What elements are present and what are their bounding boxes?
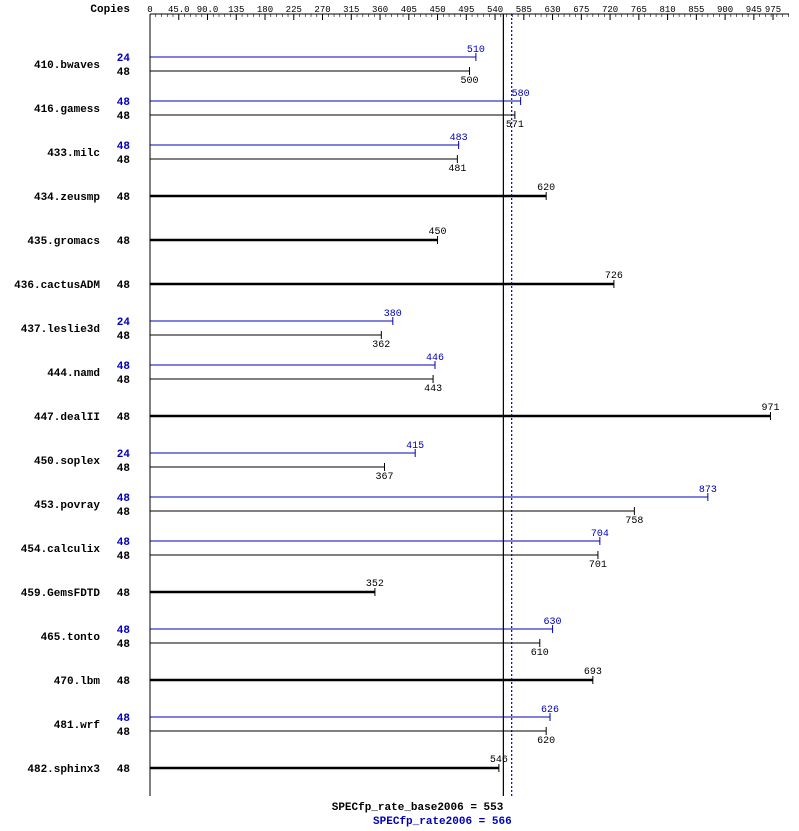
peak-copies: 48 [117, 361, 131, 373]
base-copies: 48 [117, 463, 131, 475]
benchmark-name: 435.gromacs [27, 236, 100, 248]
copies-header: Copies [90, 4, 130, 16]
peak-copies: 48 [117, 713, 131, 725]
base-copies: 48 [117, 280, 131, 292]
peak-copies: 48 [117, 493, 131, 505]
axis-tick-label: 450 [429, 5, 445, 15]
base-copies: 48 [117, 551, 131, 563]
base-copies: 48 [117, 375, 131, 387]
base-copies: 48 [117, 331, 131, 343]
peak-value-label: 483 [450, 133, 468, 144]
benchmark-name: 437.leslie3d [21, 324, 100, 336]
base-value-label: 758 [625, 516, 643, 527]
axis-tick-label: 315 [343, 5, 359, 15]
axis-tick-label: 945 [746, 5, 762, 15]
axis-tick-label: 360 [372, 5, 388, 15]
base-value-label: 352 [366, 579, 384, 590]
benchmark-name: 433.milc [47, 148, 100, 160]
base-value-label: 620 [537, 736, 555, 747]
benchmark-name: 454.calculix [21, 544, 101, 556]
peak-value-label: 580 [512, 89, 530, 100]
peak-value-label: 446 [426, 353, 444, 364]
base-copies: 48 [117, 412, 131, 424]
peak-value-label: 380 [384, 309, 402, 320]
benchmark-name: 436.cactusADM [14, 280, 100, 292]
benchmark-name: 459.GemsFDTD [21, 588, 101, 600]
axis-tick-label: 270 [314, 5, 330, 15]
benchmark-name: 470.lbm [54, 676, 101, 688]
benchmark-name: 447.dealII [34, 412, 100, 424]
base-copies: 48 [117, 727, 131, 739]
axis-tick-label: 405 [401, 5, 417, 15]
peak-copies: 24 [117, 53, 131, 65]
axis-tick-label: 0 [147, 5, 152, 15]
base-value-label: 971 [761, 403, 779, 414]
axis-tick-label: 855 [688, 5, 704, 15]
axis-tick-label: 180 [257, 5, 273, 15]
benchmark-name: 444.namd [47, 368, 100, 380]
base-value-label: 620 [537, 183, 555, 194]
axis-tick-label: 45.0 [168, 5, 190, 15]
axis-tick-label: 495 [458, 5, 474, 15]
axis-tick-label: 630 [544, 5, 560, 15]
benchmark-name: 465.tonto [41, 632, 101, 644]
base-value-label: 610 [531, 648, 549, 659]
benchmark-name: 482.sphinx3 [27, 764, 100, 776]
base-value-label: 500 [460, 76, 478, 87]
peak-copies: 48 [117, 537, 131, 549]
benchmark-name: 481.wrf [54, 720, 101, 732]
base-copies: 48 [117, 764, 131, 776]
axis-tick-label: 810 [659, 5, 675, 15]
reference-label: SPECfp_rate2006 = 566 [373, 816, 512, 828]
axis-tick-label: 135 [228, 5, 244, 15]
benchmark-name: 450.soplex [34, 456, 100, 468]
base-value-label: 450 [429, 227, 447, 238]
spec-rate-chart: Copies 0 45.0 90.0 135 180 225 270 315 360 405 450 4… [0, 0, 799, 831]
base-value-label: 726 [605, 271, 623, 282]
benchmark-name: 416.gamess [34, 104, 100, 116]
peak-copies: 48 [117, 625, 131, 637]
base-copies: 48 [117, 67, 131, 79]
base-copies: 48 [117, 111, 131, 123]
axis-tick-label: 585 [516, 5, 532, 15]
peak-value-label: 510 [467, 45, 485, 56]
peak-value-label: 626 [541, 705, 559, 716]
axis-tick-label: 900 [717, 5, 733, 15]
base-value-label: 367 [376, 472, 394, 483]
base-copies: 48 [117, 155, 131, 167]
peak-copies: 24 [117, 449, 131, 461]
base-value-label: 481 [448, 164, 466, 175]
axis-tick-label: 720 [602, 5, 618, 15]
benchmark-name: 453.povray [34, 500, 100, 512]
benchmark-name: 434.zeusmp [34, 192, 100, 204]
base-copies: 48 [117, 507, 131, 519]
base-value-label: 693 [584, 667, 602, 678]
axis-tick-label: 675 [573, 5, 589, 15]
base-copies: 48 [117, 236, 131, 248]
peak-copies: 48 [117, 141, 131, 153]
axis-tick-label: 975 [765, 5, 781, 15]
benchmark-name: 410.bwaves [34, 60, 100, 72]
base-value-label: 443 [424, 384, 442, 395]
peak-value-label: 630 [544, 617, 562, 628]
base-copies: 48 [117, 639, 131, 651]
base-copies: 48 [117, 588, 131, 600]
peak-copies: 24 [117, 317, 131, 329]
axis-tick-label: 225 [286, 5, 302, 15]
base-copies: 48 [117, 676, 131, 688]
axis-tick-label: 765 [631, 5, 647, 15]
axis-tick-label: 90.0 [197, 5, 219, 15]
reference-label: SPECfp_rate_base2006 = 553 [332, 802, 504, 814]
axis-tick-label: 540 [487, 5, 503, 15]
base-value-label: 701 [589, 560, 607, 571]
peak-copies: 48 [117, 97, 131, 109]
peak-value-label: 873 [699, 485, 717, 496]
peak-value-label: 704 [591, 529, 609, 540]
peak-value-label: 415 [406, 441, 424, 452]
base-value-label: 362 [372, 340, 390, 351]
base-copies: 48 [117, 192, 131, 204]
base-value-label: 546 [490, 755, 508, 766]
base-value-label: 571 [506, 120, 524, 131]
